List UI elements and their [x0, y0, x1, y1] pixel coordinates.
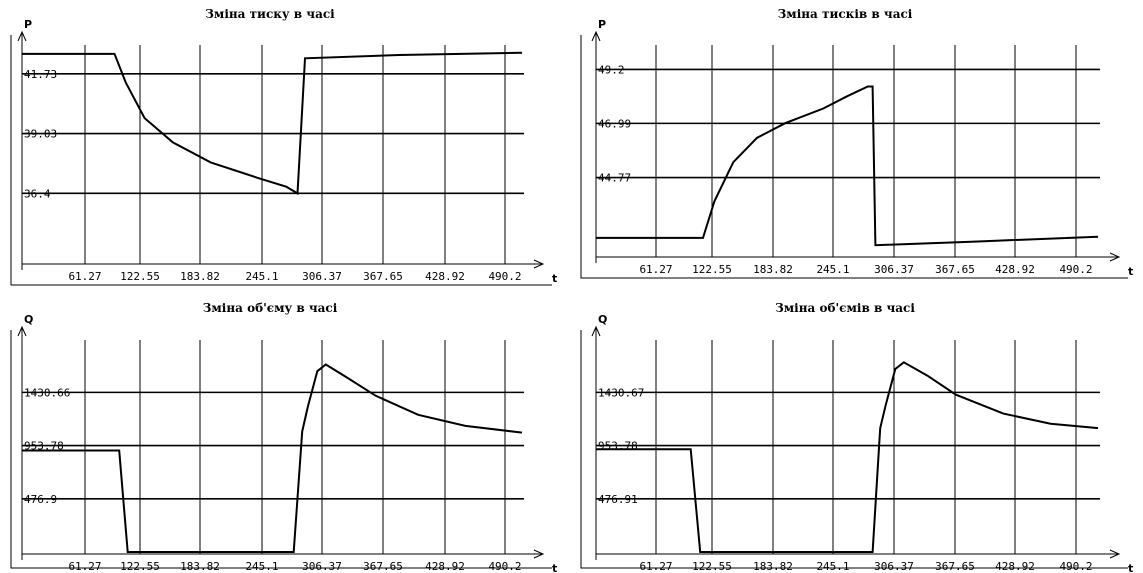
x-tick-label: 306.37 — [302, 270, 342, 283]
x-tick-label: 245.1 — [816, 560, 849, 573]
chart-panel-2: Зміна тисків в часі Pt 61.27 122.55 183.82 24… — [580, 7, 1133, 279]
panel-frame — [580, 35, 1128, 279]
x-tick-label: 245.1 — [245, 270, 278, 283]
y-axis-arrow — [17, 325, 27, 337]
x-axis-label: t — [552, 272, 557, 285]
x-tick-label: 61.27 — [639, 263, 672, 276]
y-axis-label: Q — [24, 313, 33, 326]
x-tick-label: 428.92 — [995, 263, 1035, 276]
y-tick-label: 49.2 — [598, 63, 625, 76]
x-tick-label: 490.2 — [488, 270, 521, 283]
y-axis-label: P — [598, 18, 606, 31]
x-tick-label: 490.2 — [1059, 560, 1092, 573]
x-tick-label: 490.2 — [1059, 263, 1092, 276]
x-tick-label: 61.27 — [639, 560, 672, 573]
x-tick-label: 490.2 — [488, 560, 521, 573]
x-tick-label: 61.27 — [68, 560, 101, 573]
series-line-1 — [596, 85, 1099, 247]
x-axis-arrow — [533, 259, 545, 269]
panel-frame — [580, 330, 1128, 569]
y-tick-label: 953.78 — [24, 440, 64, 453]
chart-title: Зміна тисків в часі — [778, 7, 913, 21]
series-line-1 — [596, 361, 1099, 553]
chart-title: Зміна об'ємів в часі — [775, 301, 915, 315]
chart-panel-1: Зміна тиску в часі Pt 61.27 122.55 183.82 245… — [10, 7, 557, 286]
series-line-1 — [22, 51, 523, 196]
x-tick-label: 122.55 — [692, 263, 732, 276]
y-tick-label: 41.73 — [24, 68, 57, 81]
x-axis-label: t — [1128, 562, 1133, 573]
y-tick-label: 39.03 — [24, 128, 57, 141]
y-axis-arrow — [17, 30, 27, 42]
x-axis-label: t — [552, 562, 557, 573]
x-axis-arrow — [1109, 549, 1121, 559]
x-tick-label: 306.37 — [302, 560, 342, 573]
series-line-1 — [22, 363, 523, 553]
y-tick-label: 1430.67 — [598, 386, 644, 399]
x-tick-label: 306.37 — [874, 560, 914, 573]
chart-title: Зміна об'єму в часі — [203, 301, 338, 315]
x-tick-label: 183.82 — [753, 263, 793, 276]
y-tick-label: 46.99 — [598, 117, 631, 130]
x-axis-arrow — [533, 549, 545, 559]
x-tick-label: 367.65 — [935, 263, 975, 276]
panel-frame — [10, 35, 552, 286]
x-tick-label: 306.37 — [874, 263, 914, 276]
x-tick-label: 367.65 — [363, 560, 403, 573]
y-axis-arrow — [591, 30, 601, 42]
x-tick-label: 245.1 — [816, 263, 849, 276]
y-tick-label: 476.9 — [24, 493, 57, 506]
x-tick-label: 428.92 — [425, 560, 465, 573]
x-tick-label: 183.82 — [180, 560, 220, 573]
x-tick-label: 367.65 — [935, 560, 975, 573]
x-tick-label: 245.1 — [245, 560, 278, 573]
x-tick-label: 183.82 — [180, 270, 220, 283]
x-axis-label: t — [1128, 265, 1133, 278]
x-axis-arrow — [1109, 252, 1121, 262]
y-tick-label: 953.78 — [598, 440, 638, 453]
chart-panel-3: Зміна об'єму в часі Qt 61.27 122.55 183.82 24… — [10, 301, 557, 573]
y-tick-label: 36.4 — [24, 187, 51, 200]
y-tick-label: 1430.66 — [24, 386, 70, 399]
y-axis-label: P — [24, 18, 32, 31]
chart-panel-4: Зміна об'ємів в часі Qt 61.27 122.55 183.82 2… — [580, 301, 1133, 573]
x-tick-label: 61.27 — [68, 270, 101, 283]
y-axis-label: Q — [598, 313, 607, 326]
x-tick-label: 428.92 — [995, 560, 1035, 573]
y-tick-label: 44.77 — [598, 172, 631, 185]
x-tick-label: 428.92 — [425, 270, 465, 283]
x-tick-label: 183.82 — [753, 560, 793, 573]
panel-frame — [10, 330, 552, 569]
x-tick-label: 122.55 — [120, 560, 160, 573]
x-tick-label: 122.55 — [120, 270, 160, 283]
y-tick-label: 476.91 — [598, 493, 638, 506]
x-tick-label: 367.65 — [363, 270, 403, 283]
x-tick-label: 122.55 — [692, 560, 732, 573]
chart-title: Зміна тиску в часі — [205, 7, 335, 21]
y-axis-arrow — [591, 325, 601, 337]
